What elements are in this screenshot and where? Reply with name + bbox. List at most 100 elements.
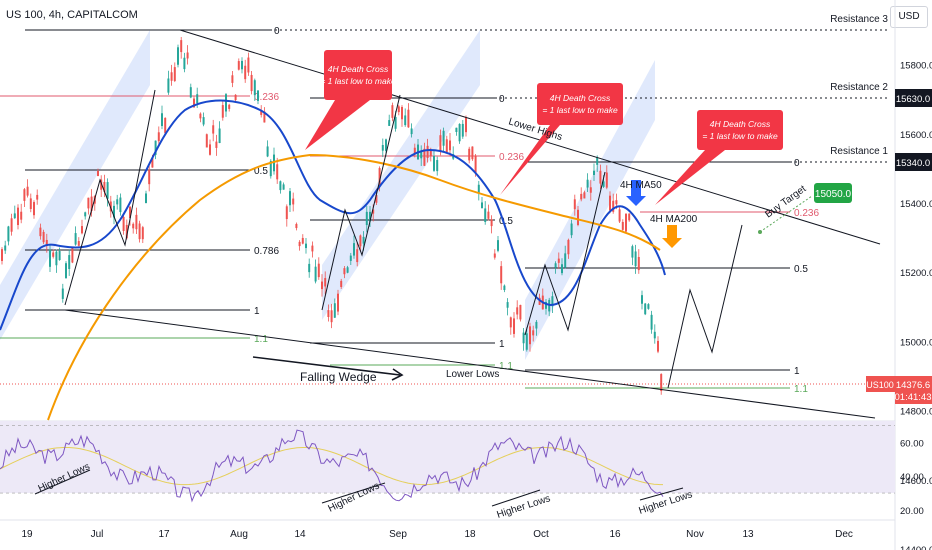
candle-body [161, 113, 163, 127]
x-tick-17: 17 [158, 529, 170, 540]
resistance-3-label: Resistance 3 [830, 14, 888, 25]
candle-body [330, 310, 333, 323]
resistance-2-badge-text: 15630.0 [896, 94, 930, 105]
candle-body [570, 223, 573, 236]
candle-body [327, 310, 330, 318]
callout-line2-3: = 1 last low to make [702, 131, 778, 141]
channel-3 [525, 60, 655, 360]
lower-lows-label: Lower Lows [446, 369, 499, 380]
callout-pointer-3 [655, 150, 725, 205]
candle-body [333, 303, 336, 318]
bull-channels [0, 30, 655, 360]
candle-body [250, 74, 253, 92]
buy-target-badge-text: 15050.0 [815, 189, 852, 200]
candle-body [199, 113, 202, 119]
candle-body [269, 160, 272, 177]
candle-body [369, 211, 371, 222]
candle-body [509, 317, 512, 328]
candle-body [660, 374, 663, 392]
candle-body [74, 233, 77, 245]
candle-body [241, 60, 243, 70]
candle-body [97, 171, 99, 176]
candle-body [170, 72, 173, 81]
y-tick-14800.0: 14800.0 [900, 407, 932, 418]
candle-body [564, 253, 567, 268]
ma50-arrow-icon [626, 180, 646, 206]
callout-line1-1: 4H Death Cross [328, 64, 389, 74]
buy-target-arrow [759, 195, 813, 233]
candle-body [532, 330, 535, 336]
currency-selector[interactable]: USD [890, 6, 928, 28]
candle-body [113, 205, 115, 218]
channel-2 [322, 30, 480, 320]
candle-body [647, 304, 650, 309]
last-price-badge [895, 376, 932, 404]
candle-body [426, 145, 429, 158]
y-tick-15800.0: 15800.0 [900, 61, 932, 72]
resistance-2-badge [895, 89, 932, 107]
fib-11-line-2-label: 1.1 [499, 361, 513, 372]
symbol-tag-text: US100 [866, 380, 894, 390]
candle-body [365, 211, 368, 226]
candle-body [618, 209, 621, 222]
y-tick-15200.0: 15200.0 [900, 268, 932, 279]
ma200-label: 4H MA200 [650, 214, 698, 225]
candle-body [413, 147, 416, 155]
candle-body [628, 213, 631, 221]
candle-body [20, 211, 23, 220]
candle-body [468, 148, 471, 161]
candle-body [49, 249, 51, 267]
higher-lows-label-4: Higher Lows [638, 489, 694, 517]
last-price-text: 14376.6 [896, 380, 930, 391]
ma50-line [0, 99, 666, 331]
wedge-upper-line [179, 29, 881, 245]
candle-body [301, 237, 304, 244]
candle-body [356, 249, 359, 263]
candle-body [586, 179, 589, 188]
candle-body [362, 236, 365, 244]
fib-05-line-3-label: 0.5 [794, 264, 808, 275]
zigzag-2 [321, 94, 401, 311]
candle-body [186, 52, 189, 59]
callout-line1-3: 4H Death Cross [710, 119, 771, 129]
higher-lows-1-line [34, 469, 91, 495]
candle-body [209, 144, 211, 155]
candle-body [506, 302, 509, 308]
candle-body [157, 132, 160, 142]
candle-body [407, 109, 410, 128]
candle-body [641, 295, 643, 304]
candle-body [135, 214, 138, 230]
candle-body [138, 223, 141, 240]
candle-body [103, 181, 106, 192]
x-tick-16: 16 [609, 529, 621, 540]
candle-body [282, 184, 285, 190]
candle-body [183, 57, 186, 70]
candle-body [263, 111, 266, 123]
rsi-band [0, 421, 895, 493]
candle-body [116, 199, 119, 205]
candle-body [577, 209, 579, 225]
candle-body [605, 172, 608, 188]
axes: 19 Jul 17 Aug 14 Sep 18 Oct 16 Nov 13 Dec 15800.0 156… [21, 61, 932, 550]
candle-body [580, 193, 583, 200]
candle-body [561, 264, 563, 274]
fib-0-line-2-label: 0 [499, 94, 505, 105]
candle-body [525, 333, 528, 350]
candle-body [442, 130, 445, 146]
higher-lows-2-line [321, 482, 386, 504]
candle-body [189, 87, 192, 98]
candle-body [13, 213, 16, 219]
candle-body [212, 125, 215, 134]
candle-body [439, 135, 442, 151]
fib-05-line-2-label: 0.5 [499, 216, 513, 227]
candle-body [68, 255, 71, 269]
resistance-2-label: Resistance 2 [830, 82, 888, 93]
rsi-line [0, 429, 664, 503]
candle-body [177, 47, 179, 65]
candle-body [29, 198, 32, 209]
x-tick-Aug: Aug [230, 529, 248, 540]
candle-body [404, 115, 407, 126]
candle-body [321, 281, 323, 290]
y-tick-14400.0: 14400.0 [900, 545, 932, 550]
